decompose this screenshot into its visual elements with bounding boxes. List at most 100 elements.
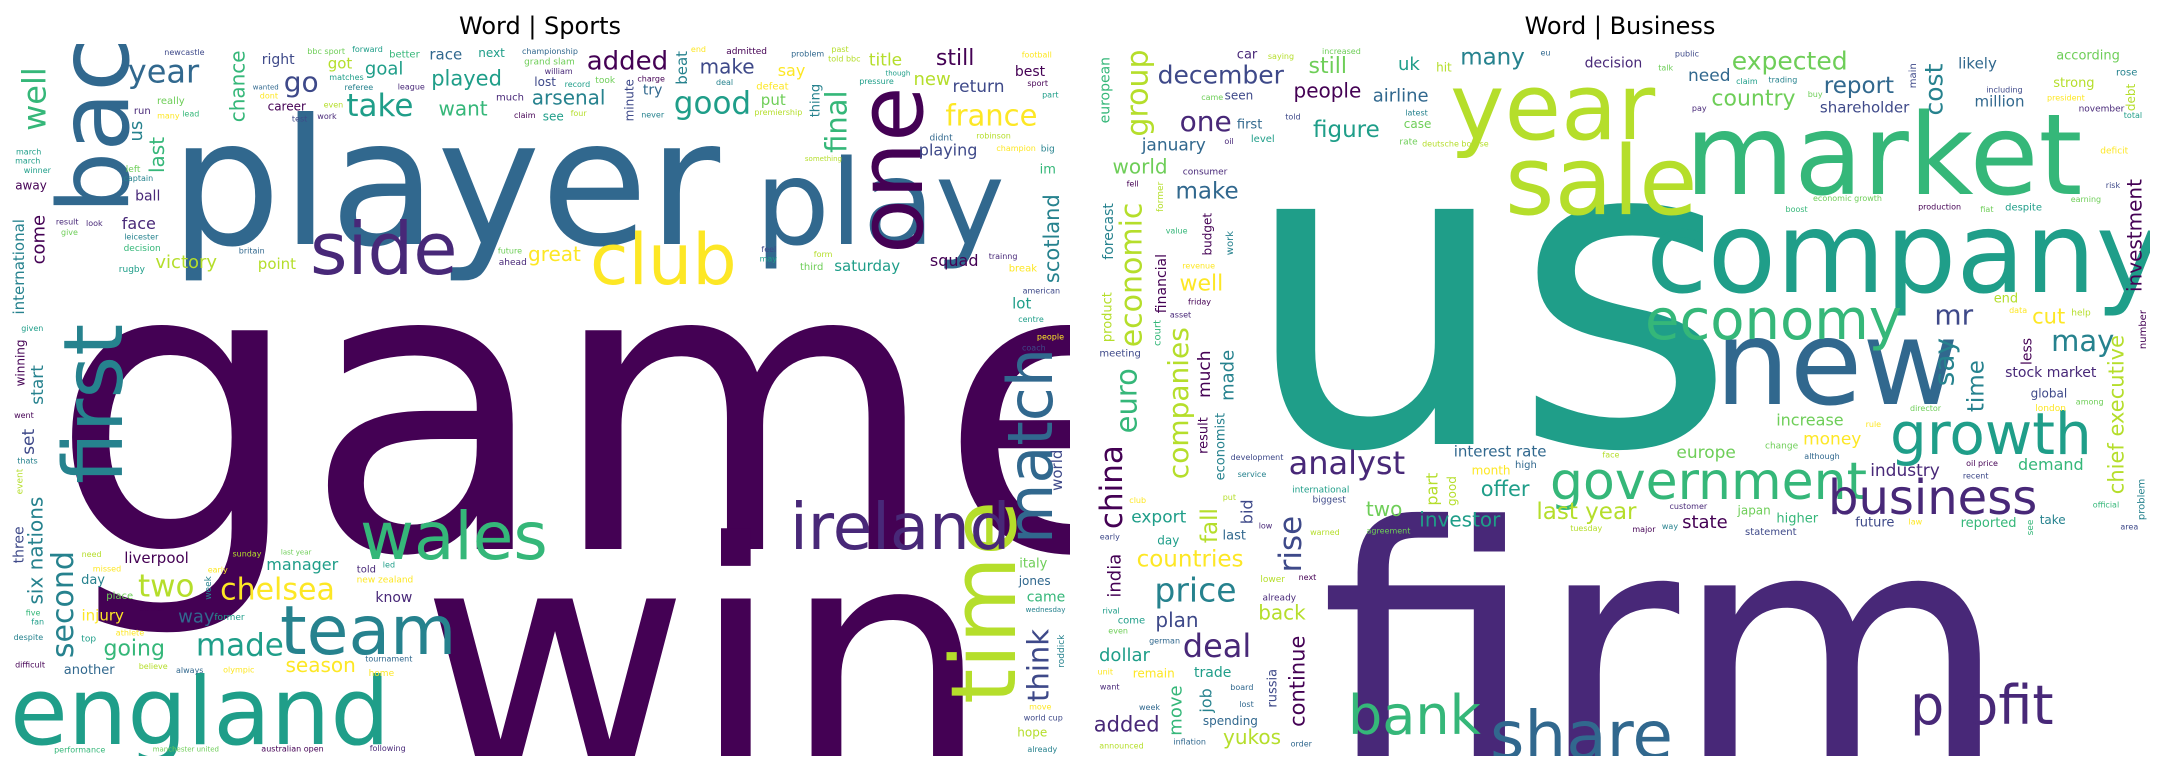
word-budget: budget (1201, 213, 1215, 256)
word-debt: debt (2124, 83, 2138, 111)
word-centre: centre (1018, 315, 1044, 324)
word-economic: economic (1115, 203, 1150, 348)
word-inflation: inflation (1173, 738, 1206, 747)
word-year: year (1450, 54, 1655, 161)
word-set: set (19, 428, 39, 454)
word-charge: charge (637, 75, 665, 84)
word-following: following (370, 744, 406, 753)
word-face: face (122, 214, 156, 233)
word-back: back (38, 44, 152, 214)
word-financial: financial (1154, 254, 1170, 313)
word-analyst: analyst (1289, 444, 1406, 482)
word-past: past (831, 45, 848, 54)
word-top: top (81, 634, 96, 644)
word-one: one (839, 87, 944, 254)
word-best: best (1015, 64, 1046, 80)
word-australian-open: australian open (261, 745, 323, 754)
word-world: world (1113, 155, 1168, 179)
word-german: german (1149, 636, 1180, 645)
word-country: country (1711, 87, 1795, 112)
word-captain: captain (124, 174, 154, 183)
word-us: us (126, 121, 147, 142)
word-italy: italy (1019, 557, 1047, 572)
word-oil-price: oil price (1966, 459, 1998, 468)
sports-panel: Word | Sports game win player back play first… (10, 12, 1070, 756)
word-referee: referee (345, 83, 374, 92)
word-former: former (1156, 181, 1166, 212)
word-put: put (1223, 493, 1236, 502)
word-start: start (28, 365, 48, 405)
word-industry: industry (1870, 461, 1940, 481)
word-euro: euro (1110, 368, 1144, 433)
word-told: told (1285, 113, 1300, 122)
word-oil: oil (1224, 137, 1233, 146)
word-england: england (10, 658, 390, 756)
word-sunday: sunday (233, 549, 262, 558)
word-sale: sale (1505, 127, 1698, 237)
word-continue: continue (1285, 636, 1309, 727)
word-future: future (1855, 516, 1894, 531)
word-business: business (1828, 470, 2037, 526)
word-among: among (2076, 398, 2104, 407)
word-rugby: rugby (119, 265, 146, 275)
word-report: report (1824, 73, 1894, 99)
word-month: month (1472, 464, 1511, 478)
word-britain: britain (239, 246, 265, 255)
word-roddick: roddick (1057, 634, 1067, 668)
word-london: london (2035, 404, 2066, 414)
word-match: match (994, 348, 1067, 544)
word-came: came (1027, 590, 1066, 606)
word-revenue: revenue (1182, 262, 1215, 271)
word-people: people (1037, 332, 1064, 341)
word-ball: ball (135, 189, 160, 205)
word-shareholder: shareholder (1820, 98, 1910, 116)
word-robinson: robinson (976, 131, 1011, 140)
word-premiership: premiership (754, 108, 802, 117)
sports-wordcloud: game win player back play first england one time… (10, 44, 1070, 756)
word-saturday: saturday (834, 257, 900, 275)
word-money: money (1803, 430, 1861, 450)
word-order: order (1291, 739, 1313, 748)
word-admitted: admitted (726, 47, 767, 57)
word-something: something (805, 155, 842, 163)
word-defeat: defeat (756, 81, 788, 92)
word-number: number (2138, 309, 2149, 349)
word-day: day (1157, 534, 1179, 548)
word-world: world (1048, 450, 1066, 491)
word-feel: feel (761, 245, 776, 254)
word-decision: decision (1585, 56, 1643, 72)
word-say: say (778, 61, 806, 80)
word-lead: lead (182, 110, 199, 119)
word-winner: winner (24, 166, 52, 175)
word-tuesday: tuesday (1570, 524, 1602, 533)
word-told-bbc: told bbc (828, 55, 860, 64)
word-talk: talk (1658, 64, 1673, 73)
word-cost: cost (1919, 63, 1948, 115)
word-increase: increase (1776, 410, 1843, 429)
word-low: low (1259, 521, 1273, 530)
word-club: club (1129, 496, 1146, 505)
word-place: place (106, 591, 133, 602)
word-market: market (1685, 91, 2082, 221)
word-good: good (1445, 476, 1459, 506)
word-december: december (1158, 61, 1285, 90)
word-investor: investor (1419, 507, 1501, 531)
word-got: got (328, 54, 353, 72)
word-trade: trade (1194, 665, 1231, 681)
word-liverpool: liverpool (124, 549, 189, 567)
word-title: title (869, 50, 902, 70)
word-club: club (590, 219, 737, 301)
word-four: four (571, 109, 588, 118)
word-future: future (498, 246, 522, 255)
word-im: im (1040, 162, 1056, 177)
word-added: added (1094, 713, 1160, 737)
word-service: service (1238, 470, 1267, 479)
word-car: car (1237, 47, 1258, 62)
word-director: director (1910, 404, 1942, 413)
word-five: five (26, 608, 41, 617)
word-chief-executive: chief executive (2105, 335, 2129, 494)
word-face: face (1602, 450, 1619, 459)
word-saying: saying (1268, 52, 1294, 61)
word-difficult: difficult (15, 661, 45, 670)
word-much: much (496, 92, 524, 103)
